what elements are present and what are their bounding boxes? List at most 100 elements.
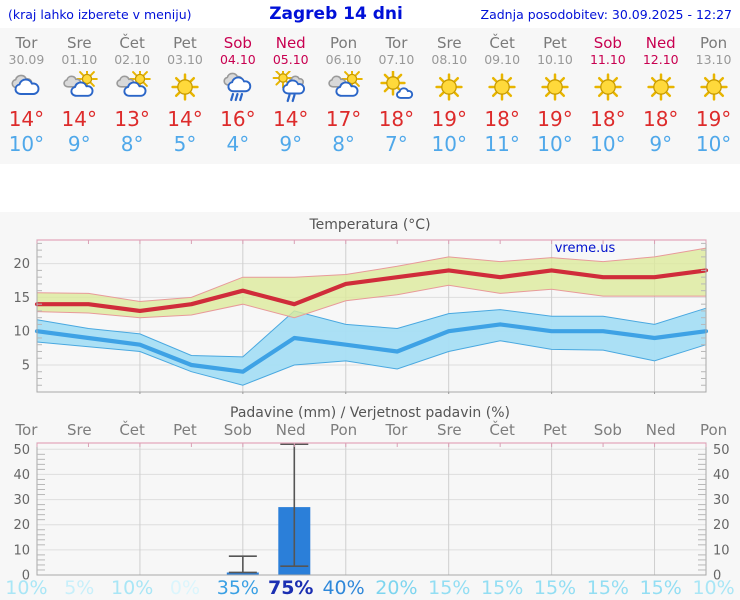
sunny-icon [647,73,675,101]
svg-text:0: 0 [713,569,721,581]
weather-icon-box [53,69,106,105]
high-temp: 14° [167,107,203,131]
svg-text:5: 5 [22,359,30,374]
high-temp: 18° [484,107,520,131]
day-date: 04.10 [219,52,256,67]
precip-probability: 10% [692,577,735,599]
day-column: Pet 03.10 14° 5° [159,35,212,164]
day-date: 09.10 [484,52,521,67]
partly-cloudy-icon [327,71,363,97]
precip-day-label: Sre [436,421,462,439]
high-temp: 13° [114,107,150,131]
low-temp: 10° [8,132,45,156]
mostly-sunny-icon [380,71,414,99]
day-name: Pon [329,34,358,52]
watermark-link[interactable]: vreme.us [555,241,616,256]
precip-probability: 40% [322,577,365,599]
weather-icon-box [264,69,317,105]
precip-probability: 0% [169,577,201,599]
sunny-icon [171,73,199,101]
day-name: Pon [699,34,728,52]
high-temp: 14° [8,107,45,131]
day-date: 05.10 [272,52,309,67]
day-column: Sob 04.10 16° 4° [211,35,264,164]
svg-text:15: 15 [13,291,30,306]
low-temp: 7° [385,132,408,156]
high-temp: 14° [272,107,309,131]
day-date: 30.09 [8,52,45,67]
page-title: Zagreb 14 dni [269,4,403,24]
temperature-chart-svg: 5 10 15 20 vreme.us [13,239,709,394]
day-date: 06.10 [325,52,362,67]
precip-day-label: Sob [223,421,252,439]
low-temp: 9° [279,132,303,156]
precipitation-chart-title: Padavine (mm) / Verjetnost padavin (%) [230,405,510,421]
weather-icon-box [211,69,264,105]
temperature-chart-title: Temperatura (°C) [309,217,431,233]
precip-probability: 20% [375,577,418,599]
precip-probability: 15% [428,577,471,599]
weather-icon-box [0,69,53,105]
rain-icon [223,72,252,102]
day-name: Sre [436,34,462,52]
last-update-text: Zadnja posodobitev: 30.09.2025 - 12:27 [480,6,732,22]
day-column: Tor 07.10 18° 7° [370,35,423,164]
precip-probability: 15% [533,577,577,599]
day-date: 11.10 [589,52,626,67]
day-name: Čet [489,34,515,52]
sunny-icon [699,73,728,101]
precip-probability-row: 10% 5% 10% 0% 35% 75% 40% 20% 15% 15% 15% 15% 15% 10% [0,577,740,599]
precip-day-label: Pon [699,421,728,439]
svg-text:40: 40 [713,468,730,483]
day-date: 03.10 [167,52,203,67]
day-date: 12.10 [642,52,679,67]
day-column: Sre 01.10 14° 9° [53,35,106,164]
precip-day-label: Čet [119,421,145,439]
page-header: (kraj lahko izberete v meniju) Zagreb 14… [0,0,740,28]
svg-text:30: 30 [13,493,30,508]
svg-text:10: 10 [13,543,30,558]
cloudy-icon [11,74,40,95]
low-temp: 9° [67,132,91,156]
svg-text:0: 0 [22,569,30,581]
high-temp: 16° [220,107,256,131]
temperature-chart: 5 10 15 20 vreme.us [0,234,740,394]
weather-icon-box [317,69,370,105]
day-name: Čet [119,34,145,52]
weather-icon-box [423,69,476,105]
day-date: 08.10 [431,52,468,67]
precip-probability: 15% [481,577,524,599]
svg-text:20: 20 [713,518,730,533]
precip-probability: 5% [64,577,95,599]
low-temp: 10° [431,132,467,156]
weather-icon-box [634,69,687,105]
day-column: Čet 02.10 13° 8° [106,35,159,164]
weather-icon-box [581,69,634,105]
precip-day-label: Sre [66,421,92,439]
day-column: Čet 09.10 18° 11° [476,35,529,164]
high-temp: 18° [642,107,679,131]
weather-icon-box [159,69,212,105]
svg-text:50: 50 [713,443,730,458]
day-date: 01.10 [61,52,98,67]
charts-section: Temperatura (°C) 5 10 15 20 vreme.us Padavin… [0,212,740,600]
weather-icon-box [476,69,529,105]
low-temp: 8° [332,132,355,156]
precipitation-chart: 0 0 10 10 20 20 30 30 40 40 50 50 [0,440,740,580]
weather-icon-box [529,69,582,105]
high-temp: 17° [325,107,362,131]
partly-cloudy-icon [116,71,151,97]
precip-day-labels: Tor Sre Čet Pet Sob Ned Pon Tor Sre Čet Pet Sob Ned P… [0,421,740,440]
day-date: 07.10 [378,52,415,67]
precip-day-label: Ned [275,421,306,439]
forecast-strip: Tor 30.09 14° 10° Sre 01.10 14° 9° Čet 02.10 13° 8°… [0,28,740,164]
weather-icon-box [106,69,159,105]
day-column: Pon 06.10 17° 8° [317,35,370,164]
high-temp: 19° [431,107,467,131]
precip-probability: 15% [639,577,682,599]
low-temp: 8° [120,132,144,156]
precip-day-label: Ned [645,421,676,439]
svg-text:50: 50 [13,443,30,458]
low-temp: 9° [649,132,673,156]
precip-probability: 35% [216,577,259,599]
